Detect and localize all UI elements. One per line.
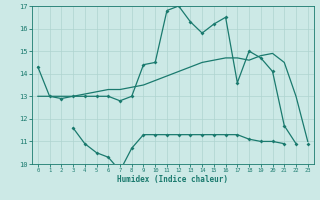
X-axis label: Humidex (Indice chaleur): Humidex (Indice chaleur) <box>117 175 228 184</box>
